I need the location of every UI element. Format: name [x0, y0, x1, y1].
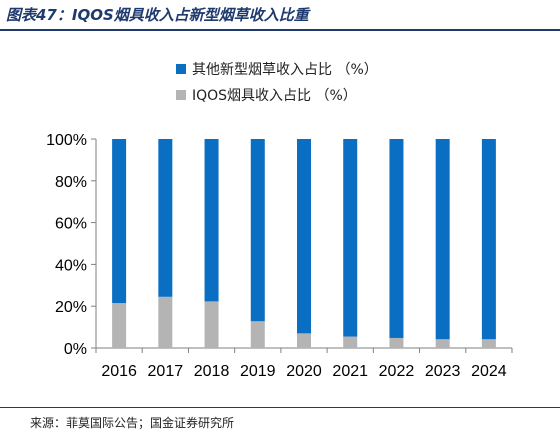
- bar-iqos: [389, 337, 404, 348]
- x-tick-label: 2016: [101, 363, 137, 380]
- bar-other: [481, 139, 496, 340]
- source-note: 来源：菲莫国际公告；国金证券研究所: [30, 416, 235, 430]
- x-tick-label: 2020: [286, 363, 322, 380]
- y-tick-label: 60%: [55, 216, 87, 233]
- bar-iqos: [297, 333, 311, 348]
- y-tick-label: 20%: [55, 299, 87, 316]
- legend-item-iqos: IQOS烟具收入占比 （%）: [176, 82, 378, 108]
- title-divider: [0, 29, 560, 31]
- bar-iqos: [158, 296, 173, 348]
- legend-label-other: 其他新型烟草收入占比 （%）: [192, 62, 378, 78]
- y-tick-label: 40%: [55, 257, 87, 274]
- bar-other: [435, 139, 450, 340]
- source-divider: [0, 407, 560, 408]
- bar-other: [204, 139, 219, 302]
- bar-other: [112, 139, 127, 304]
- bar-other: [389, 139, 404, 338]
- chart-legend: 其他新型烟草收入占比 （%） IQOS烟具收入占比 （%）: [176, 56, 378, 108]
- legend-label-iqos: IQOS烟具收入占比 （%）: [192, 88, 357, 104]
- x-tick-label: 2017: [148, 363, 184, 380]
- y-tick-label: 80%: [55, 174, 87, 191]
- x-tick-label: 2022: [379, 363, 415, 380]
- bar-iqos: [435, 339, 450, 348]
- legend-swatch-iqos: [176, 90, 186, 100]
- x-tick-label: 2024: [471, 363, 507, 380]
- bar-other: [297, 139, 311, 334]
- stacked-bar-chart: 0% 20% 40% 60% 80% 100% 2016 2017 2018 2019 2020 20…: [46, 132, 513, 380]
- bar-iqos: [481, 339, 496, 348]
- y-tick-label: 100%: [46, 132, 87, 149]
- bar-iqos: [204, 301, 219, 348]
- y-tick-label: 0%: [64, 341, 87, 358]
- bar-other: [343, 139, 358, 337]
- x-tick-label: 2023: [425, 363, 461, 380]
- bar-iqos: [112, 303, 127, 348]
- legend-item-other: 其他新型烟草收入占比 （%）: [176, 56, 378, 82]
- x-tick-label: 2019: [240, 363, 276, 380]
- figure-title: 图表47：IQOS烟具收入占新型烟草收入比重: [6, 6, 309, 24]
- bar-iqos: [250, 321, 265, 348]
- legend-swatch-other: [176, 64, 186, 74]
- x-tick-label: 2021: [332, 363, 368, 380]
- bar-iqos: [343, 336, 358, 348]
- x-tick-label: 2018: [194, 363, 230, 380]
- bar-other: [158, 139, 173, 297]
- bar-other: [250, 139, 265, 322]
